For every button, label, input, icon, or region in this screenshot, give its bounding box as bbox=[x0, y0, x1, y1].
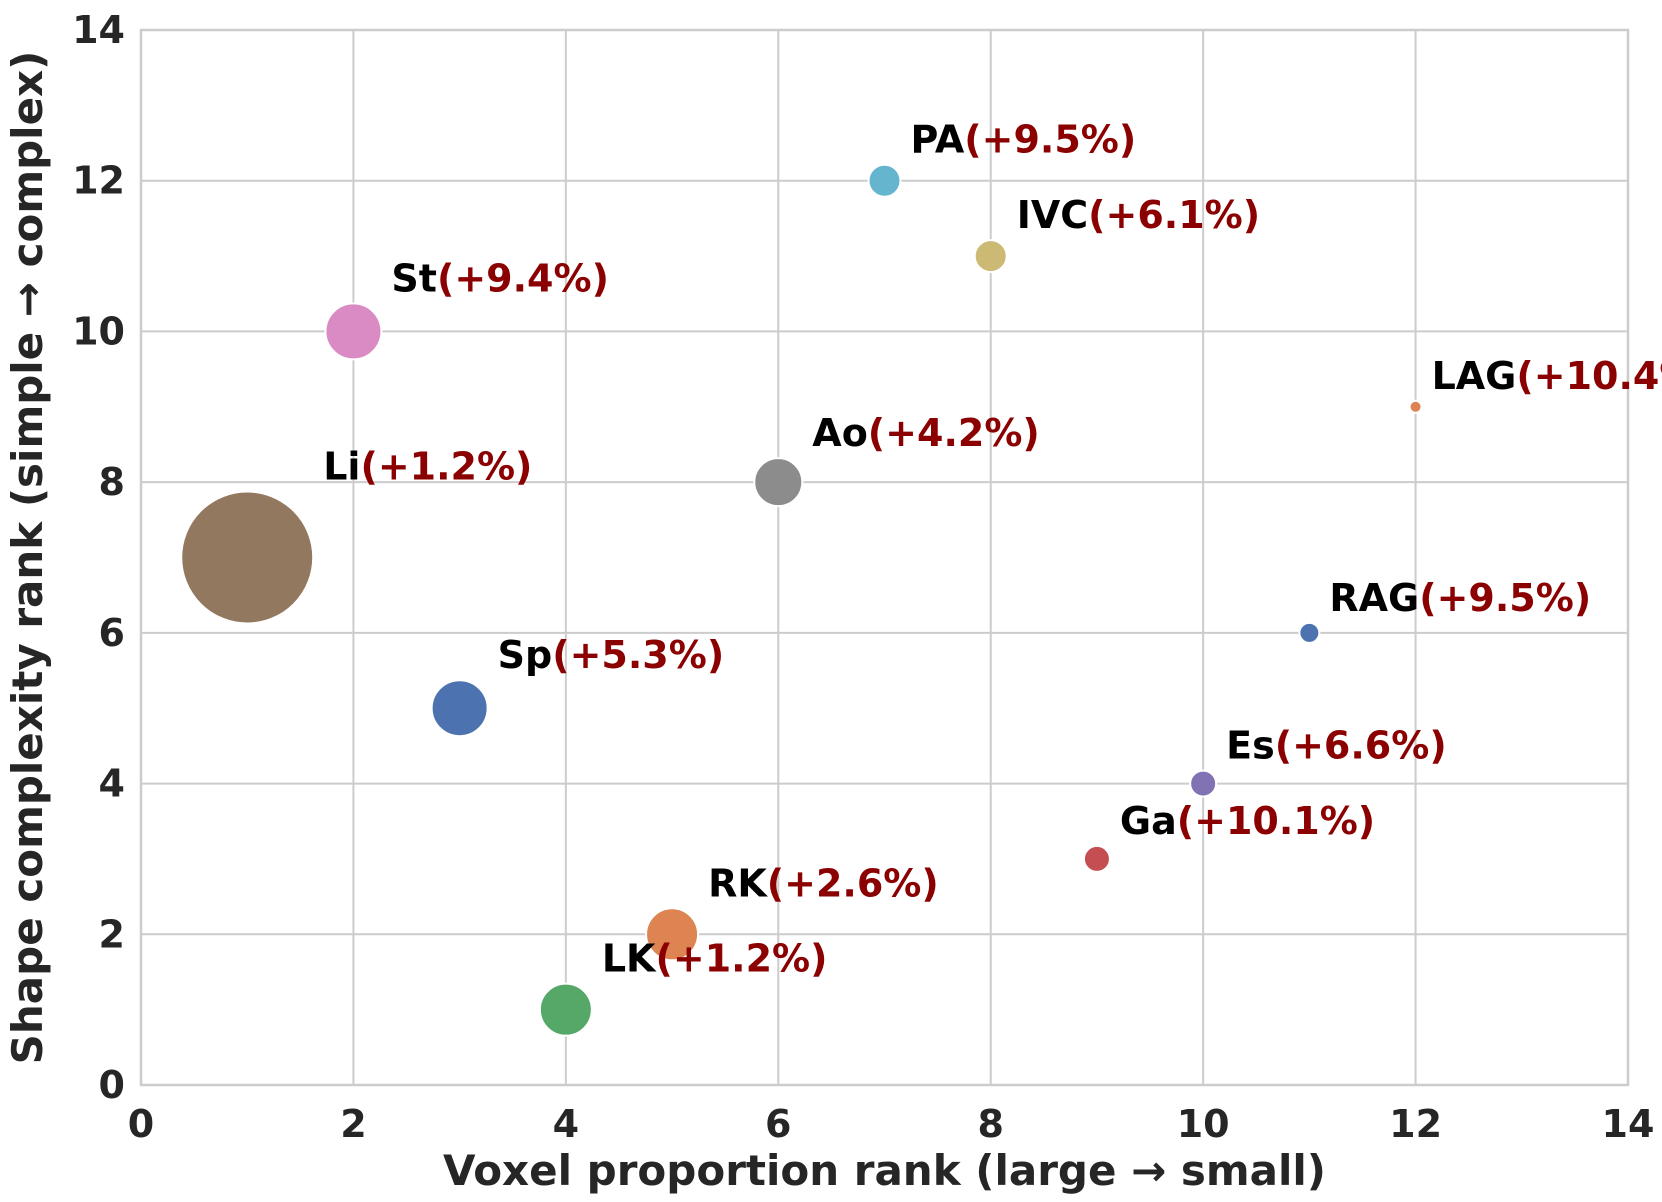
point-name: RK bbox=[708, 861, 768, 905]
point-lag bbox=[1408, 399, 1423, 414]
point-lk bbox=[538, 982, 593, 1037]
point-label-es: Es(+6.6%) bbox=[1226, 724, 1447, 768]
x-tick-label: 10 bbox=[1177, 1102, 1230, 1146]
y-tick-label: 14 bbox=[72, 8, 125, 52]
point-name: St bbox=[391, 256, 437, 300]
point-delta: (+5.3%) bbox=[552, 633, 724, 677]
y-axis-ticks: 0 2 4 6 8 10 12 14 bbox=[72, 8, 125, 1107]
x-tick-label: 0 bbox=[128, 1102, 154, 1146]
x-tick-label: 6 bbox=[765, 1102, 791, 1146]
point-ga bbox=[1082, 844, 1111, 873]
point-name: LK bbox=[602, 937, 657, 981]
point-label-lag: LAG(+10.4%) bbox=[1432, 354, 1662, 398]
point-li bbox=[180, 490, 315, 625]
point-name: RAG bbox=[1329, 576, 1419, 620]
point-st bbox=[324, 302, 383, 361]
point-name: Ao bbox=[812, 411, 868, 455]
y-tick-label: 10 bbox=[72, 309, 125, 353]
point-delta: (+9.4%) bbox=[437, 256, 609, 300]
point-delta: (+9.5%) bbox=[964, 118, 1136, 162]
point-rag bbox=[1298, 621, 1321, 644]
point-delta: (+10.4%) bbox=[1516, 354, 1662, 398]
point-delta: (+6.1%) bbox=[1088, 193, 1260, 237]
point-name: LAG bbox=[1432, 354, 1517, 398]
point-label-lk: LK(+1.2%) bbox=[602, 937, 828, 981]
point-name: Es bbox=[1226, 724, 1275, 768]
x-axis-ticks: 0 2 4 6 8 10 12 14 bbox=[128, 1102, 1655, 1146]
point-label-pa: PA(+9.5%) bbox=[911, 118, 1137, 162]
point-pa bbox=[867, 163, 902, 198]
y-tick-label: 6 bbox=[99, 611, 125, 655]
point-name: PA bbox=[911, 118, 965, 162]
point-label-st: St(+9.4%) bbox=[391, 256, 609, 300]
y-tick-label: 4 bbox=[99, 762, 125, 806]
point-delta: (+1.2%) bbox=[656, 937, 828, 981]
point-ao bbox=[753, 457, 804, 508]
point-name: Sp bbox=[498, 633, 553, 677]
point-label-sp: Sp(+5.3%) bbox=[498, 633, 725, 677]
point-label-ga: Ga(+10.1%) bbox=[1120, 799, 1375, 843]
y-axis-label: Shape complexity rank (simple → complex) bbox=[3, 51, 52, 1065]
x-axis-label: Voxel proportion rank (large → small) bbox=[443, 1146, 1326, 1195]
point-name: Li bbox=[323, 445, 360, 489]
point-label-rk: RK(+2.6%) bbox=[708, 861, 939, 905]
point-sp bbox=[430, 679, 489, 738]
plot-frame bbox=[139, 28, 1630, 1087]
point-label-ivc: IVC(+6.1%) bbox=[1017, 193, 1260, 237]
x-tick-label: 12 bbox=[1389, 1102, 1442, 1146]
x-tick-label: 4 bbox=[553, 1102, 579, 1146]
x-tick-label: 14 bbox=[1602, 1102, 1655, 1146]
point-label-ao: Ao(+4.2%) bbox=[812, 411, 1039, 455]
grid bbox=[140, 29, 1629, 1086]
point-label-rag: RAG(+9.5%) bbox=[1329, 576, 1591, 620]
point-label-li: Li(+1.2%) bbox=[323, 445, 532, 489]
y-tick-label: 8 bbox=[99, 460, 125, 504]
y-tick-label: 12 bbox=[72, 159, 125, 203]
point-delta: (+4.2%) bbox=[868, 411, 1040, 455]
point-name: IVC bbox=[1017, 193, 1088, 237]
point-name: Ga bbox=[1120, 799, 1177, 843]
point-delta: (+10.1%) bbox=[1177, 799, 1375, 843]
x-tick-label: 2 bbox=[340, 1102, 366, 1146]
point-es bbox=[1189, 769, 1218, 798]
y-tick-label: 2 bbox=[99, 912, 125, 956]
point-delta: (+6.6%) bbox=[1275, 724, 1447, 768]
point-delta: (+9.5%) bbox=[1419, 576, 1591, 620]
x-tick-label: 8 bbox=[977, 1102, 1003, 1146]
y-tick-label: 0 bbox=[99, 1063, 125, 1107]
point-delta: (+1.2%) bbox=[360, 445, 532, 489]
point-labels: Li(+1.2%)St(+9.4%)Sp(+5.3%)LK(+1.2%)RK(+… bbox=[323, 118, 1662, 981]
point-ivc bbox=[973, 239, 1008, 274]
point-rk bbox=[645, 907, 700, 962]
data-points bbox=[180, 163, 1423, 1037]
point-delta: (+2.6%) bbox=[767, 861, 939, 905]
